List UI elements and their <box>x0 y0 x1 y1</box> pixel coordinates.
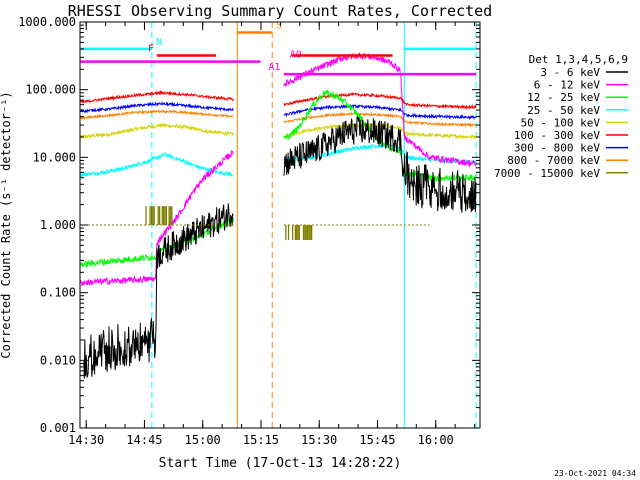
flag-lines: NSFA0A1 <box>80 20 477 76</box>
y-tick-label: 0.001 <box>40 421 76 435</box>
series-0 <box>83 116 477 379</box>
legend-label: 100 - 300 keV <box>514 129 600 142</box>
legend-label: 50 - 100 keV <box>521 116 601 129</box>
legend-label: 3 - 6 keV <box>540 66 600 79</box>
series-7 <box>79 108 477 128</box>
flag-A1: A1 <box>268 62 477 76</box>
y-tick-label: 0.010 <box>40 353 76 367</box>
x-tick-label: 15:15 <box>243 433 279 447</box>
series-7-segment-1 <box>283 111 477 128</box>
x-axis-label: Start Time (17-Oct-13 14:28:22) <box>159 456 402 471</box>
series-5 <box>79 89 477 111</box>
flag-label: S <box>276 20 282 31</box>
series-0-segment-0 <box>83 203 234 379</box>
legend-label: 25 - 50 keV <box>527 104 600 117</box>
legend-label: 300 - 800 keV <box>514 142 600 155</box>
bar-cluster-0 <box>145 206 173 225</box>
legend-title: Det 1,3,4,5,6,9 <box>529 53 628 66</box>
y-tick-label: 1.000 <box>40 218 76 232</box>
x-tick-label: 14:45 <box>126 433 162 447</box>
y-tick-label: 100.000 <box>25 83 76 97</box>
y-tick-label: 0.100 <box>40 286 76 300</box>
x-tick-label: 16:00 <box>418 433 454 447</box>
legend-label: 12 - 25 keV <box>527 91 600 104</box>
axes: 0.001 0.010 0.100 1.000 10.000 100.000 1000.00… <box>18 15 480 447</box>
series-layer <box>79 52 477 379</box>
series-4-segment-0 <box>79 121 234 140</box>
x-tick-label: 15:30 <box>301 433 337 447</box>
series-6-segment-0 <box>79 100 234 114</box>
x-tick-label: 14:30 <box>68 433 104 447</box>
date-stamp: 23-Oct-2021 04:34 <box>554 469 636 478</box>
flag-label: F <box>148 43 154 54</box>
series-6-segment-1 <box>283 103 477 121</box>
series-1-segment-0 <box>79 150 234 287</box>
series-0-segment-1 <box>283 116 477 213</box>
series-4 <box>79 121 477 140</box>
series-3-segment-0 <box>79 151 234 179</box>
legend-label: 800 - 7000 keV <box>507 154 600 167</box>
flag-S: S <box>237 20 282 34</box>
legend-label: 6 - 12 keV <box>534 79 601 92</box>
detector-bars <box>145 206 313 241</box>
series-5-segment-0 <box>79 89 234 104</box>
series-1-segment-1 <box>283 52 477 168</box>
series-7-segment-0 <box>79 108 234 120</box>
y-tick-label: 10.000 <box>33 150 76 164</box>
legend-label: 7000 - 15000 keV <box>494 167 600 180</box>
flag-F: F <box>148 43 216 57</box>
flag-label: A1 <box>268 62 280 73</box>
series-6 <box>79 100 477 121</box>
flag-label: N <box>156 37 162 48</box>
x-tick-label: 15:00 <box>185 433 221 447</box>
series-5-segment-1 <box>283 91 477 111</box>
y-tick-label: 1000.000 <box>18 15 76 29</box>
bar-cluster-1 <box>285 225 313 241</box>
series-1 <box>79 52 477 287</box>
x-tick-label: 15:45 <box>359 433 395 447</box>
y-axis-label: Corrected Count Rate (s⁻¹ detector⁻¹) <box>0 91 13 358</box>
flag-N: N <box>80 37 477 51</box>
chart-title: RHESSI Observing Summary Count Rates, Co… <box>68 2 492 20</box>
